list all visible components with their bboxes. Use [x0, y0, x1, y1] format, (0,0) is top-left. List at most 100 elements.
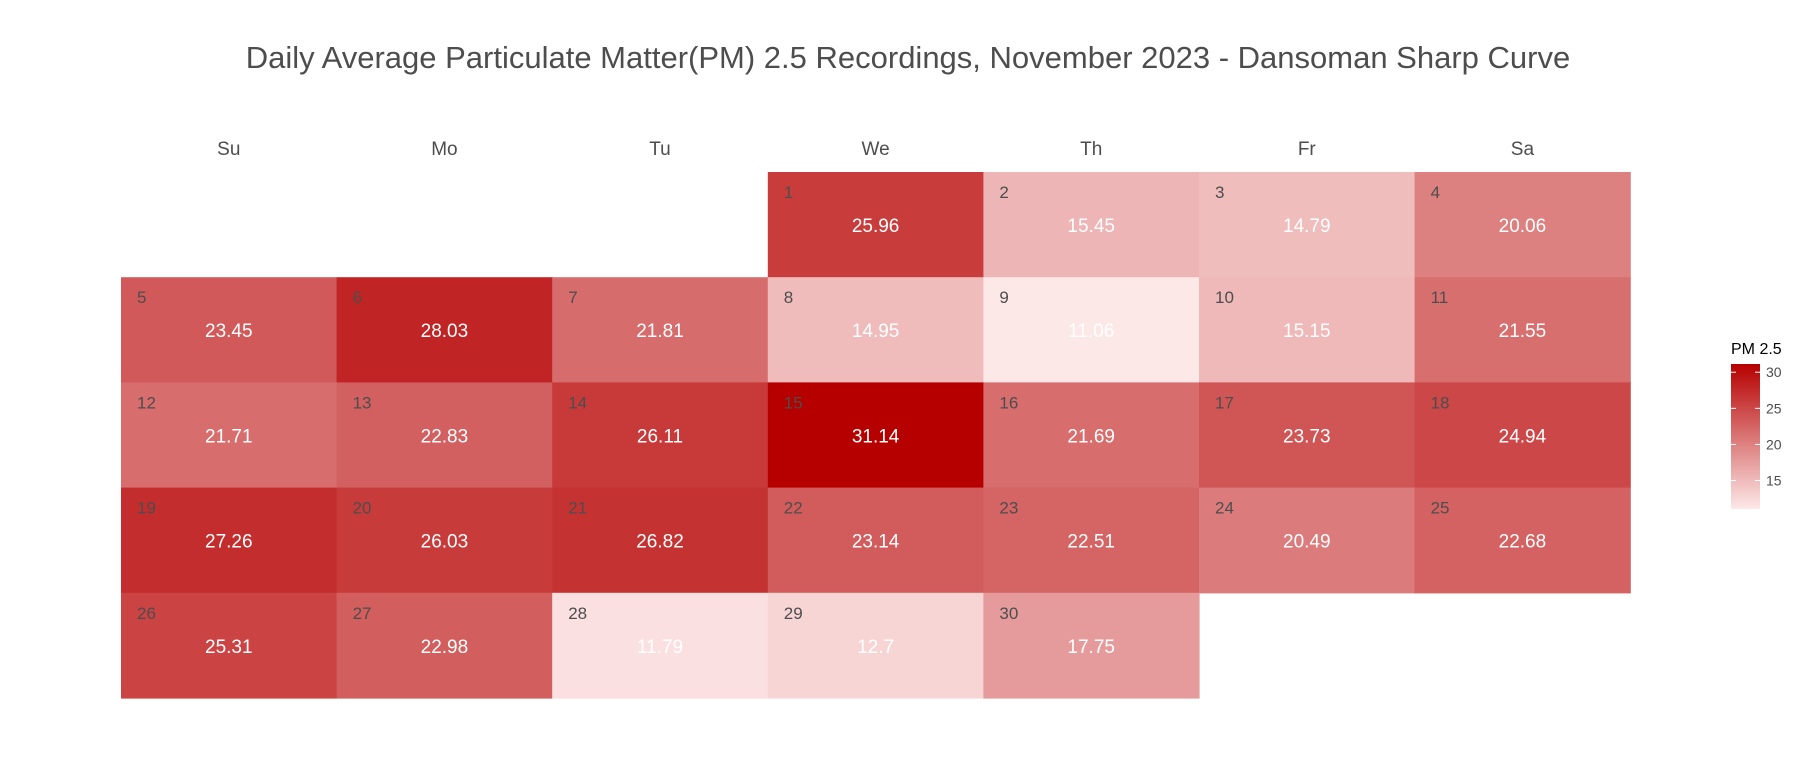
legend-tick-label: 15 — [1766, 473, 1782, 489]
day-number: 23 — [999, 499, 1018, 518]
day-number: 14 — [568, 393, 587, 412]
day-number: 25 — [1431, 499, 1450, 518]
day-cell — [1414, 277, 1631, 383]
day-number: 20 — [353, 499, 372, 518]
legend-tick-label: 25 — [1766, 400, 1782, 416]
day-number: 19 — [137, 499, 156, 518]
day-cell — [121, 487, 338, 594]
day-cell — [983, 277, 1200, 383]
value-label: 14.95 — [852, 321, 900, 342]
day-number: 16 — [999, 393, 1018, 412]
day-number: 22 — [784, 499, 803, 518]
value-label: 22.68 — [1499, 532, 1547, 553]
day-number: 13 — [353, 393, 372, 412]
day-cell — [552, 277, 769, 383]
value-label: 27.26 — [205, 532, 253, 553]
day-number: 6 — [353, 288, 362, 307]
value-label: 25.96 — [852, 216, 900, 237]
day-cell — [336, 487, 553, 594]
value-label: 12.7 — [857, 637, 894, 658]
day-cell — [983, 487, 1200, 594]
value-label: 24.94 — [1499, 426, 1547, 447]
value-label: 14.79 — [1283, 216, 1331, 237]
day-cell — [767, 382, 984, 489]
value-label: 22.51 — [1067, 532, 1115, 553]
chart-title: Daily Average Particulate Matter(PM) 2.5… — [245, 40, 1571, 75]
day-number: 1 — [784, 183, 793, 202]
weekday-label: We — [862, 139, 890, 160]
day-cell — [1199, 172, 1416, 278]
day-number: 9 — [999, 288, 1008, 307]
day-number: 24 — [1215, 499, 1234, 518]
day-cell — [1199, 487, 1416, 594]
value-label: 21.71 — [205, 426, 253, 447]
value-label: 11.79 — [637, 637, 683, 658]
day-cell — [983, 172, 1200, 278]
day-cell — [552, 592, 769, 699]
day-cell — [767, 172, 984, 278]
day-cell — [121, 592, 338, 699]
weekday-label: Su — [217, 139, 240, 160]
day-cell — [767, 592, 984, 699]
weekday-label: Mo — [431, 139, 457, 160]
day-cell — [336, 592, 553, 699]
day-number: 2 — [999, 183, 1008, 202]
day-cell — [552, 382, 769, 489]
value-label: 26.03 — [421, 532, 469, 553]
day-cell — [767, 277, 984, 383]
day-number: 26 — [137, 604, 156, 623]
legend-tick-label: 20 — [1766, 436, 1782, 452]
day-cell — [1414, 382, 1631, 489]
weekday-label: Tu — [649, 139, 670, 160]
value-label: 28.03 — [421, 321, 469, 342]
value-label: 25.31 — [205, 637, 253, 658]
day-number: 21 — [568, 499, 587, 518]
day-number: 18 — [1431, 393, 1450, 412]
day-cell — [767, 487, 984, 594]
value-label: 20.06 — [1499, 216, 1547, 237]
value-label: 26.11 — [637, 426, 683, 447]
day-number: 27 — [353, 604, 372, 623]
value-label: 21.55 — [1499, 321, 1547, 342]
value-label: 23.45 — [205, 321, 253, 342]
legend-tick-label: 30 — [1766, 364, 1782, 380]
value-label: 21.81 — [636, 321, 684, 342]
day-cell — [1414, 487, 1631, 594]
value-label: 22.83 — [421, 426, 469, 447]
day-number: 30 — [999, 604, 1018, 623]
value-label: 17.75 — [1067, 637, 1115, 658]
legend-colorbar — [1731, 364, 1760, 509]
legend-title: PM 2.5 — [1731, 341, 1782, 358]
weekday-label: Fr — [1298, 139, 1317, 160]
value-label: 23.14 — [852, 532, 900, 553]
day-number: 17 — [1215, 393, 1234, 412]
day-number: 3 — [1215, 183, 1224, 202]
day-cell — [121, 277, 338, 383]
day-number: 4 — [1431, 183, 1440, 202]
day-number: 8 — [784, 288, 793, 307]
value-label: 23.73 — [1283, 426, 1331, 447]
day-cell — [1199, 277, 1416, 383]
value-label: 31.14 — [852, 426, 900, 447]
day-number: 5 — [137, 288, 146, 307]
day-number: 10 — [1215, 288, 1234, 307]
value-label: 11.06 — [1068, 321, 1114, 342]
day-number: 12 — [137, 393, 156, 412]
day-cell — [336, 277, 553, 383]
day-cell — [983, 592, 1200, 699]
value-label: 22.98 — [421, 637, 469, 658]
weekday-label: Th — [1080, 139, 1102, 160]
day-number: 29 — [784, 604, 803, 623]
day-cell — [336, 382, 553, 489]
day-number: 7 — [568, 288, 577, 307]
day-number: 15 — [784, 393, 803, 412]
value-label: 15.15 — [1283, 321, 1331, 342]
day-number: 28 — [568, 604, 587, 623]
day-cell — [121, 382, 338, 489]
day-cell — [1414, 172, 1631, 278]
weekday-label: Sa — [1511, 139, 1535, 160]
day-cell — [552, 487, 769, 594]
value-label: 20.49 — [1283, 532, 1331, 553]
day-number: 11 — [1431, 288, 1449, 307]
